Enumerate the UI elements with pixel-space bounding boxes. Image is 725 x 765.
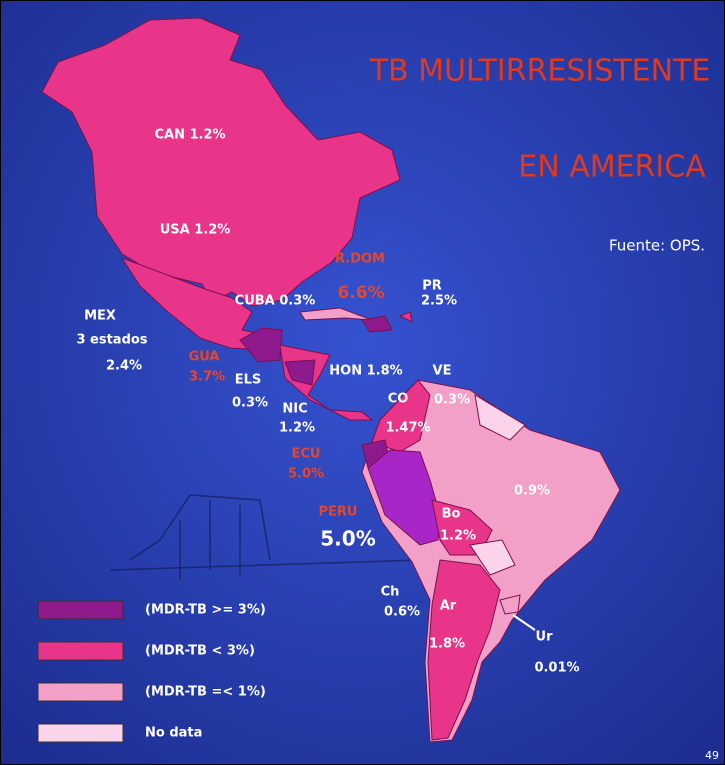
legend-swatch	[37, 641, 124, 661]
country-label: MEX	[84, 309, 116, 324]
country-label: Bo	[442, 507, 461, 522]
country-label: R.DOM	[335, 252, 385, 267]
country-label: USA 1.2%	[160, 223, 231, 238]
uruguay	[499, 594, 521, 615]
country-label: CAN 1.2%	[154, 128, 225, 143]
country-label: HON 1.8%	[329, 364, 402, 379]
legend-label: No data	[145, 726, 202, 741]
country-label: Ar	[440, 599, 457, 614]
legend-label: (MDR-TB < 3%)	[145, 644, 255, 659]
sketch	[109, 494, 421, 580]
country-label: 1.2%	[440, 529, 476, 544]
nicaragua	[284, 359, 316, 386]
page-number: 49	[705, 749, 719, 762]
country-label: ECU	[292, 447, 321, 462]
country-label: ELS	[235, 373, 262, 388]
cuba	[299, 307, 373, 321]
legend-label: (MDR-TB >= 3%)	[145, 603, 266, 618]
legend-swatch	[37, 723, 124, 743]
legend-swatch	[37, 682, 124, 702]
country-label: PERU	[319, 505, 358, 520]
paraguay	[469, 539, 516, 576]
country-label: CO	[388, 392, 409, 407]
pointer	[512, 614, 536, 631]
country-label: PR	[422, 279, 442, 294]
country-label: 6.6%	[337, 283, 384, 303]
country-label: 2.5%	[421, 294, 457, 309]
country-label: Ch	[381, 585, 400, 600]
colombia	[371, 379, 431, 453]
country-label: 5.0%	[288, 467, 324, 482]
country-label: VE	[433, 364, 452, 379]
country-label: 1.2%	[279, 421, 315, 436]
country-label: 0.9%	[514, 484, 550, 499]
country-label: 0.3%	[232, 396, 268, 411]
legend-swatch	[37, 600, 124, 620]
country-label: 1.47%	[385, 421, 430, 436]
guianas	[474, 394, 526, 441]
title: EN AMERICA	[518, 150, 706, 185]
country-label: 0.3%	[434, 393, 470, 408]
country-label: 2.4%	[106, 359, 142, 374]
country-label: 0.01%	[534, 661, 579, 676]
country-label: NIC	[282, 402, 307, 417]
puerto-rico	[398, 311, 413, 323]
country-label: CUBA 0.3%	[235, 294, 316, 309]
map	[41, 17, 621, 743]
country-label: 1.8%	[429, 637, 465, 652]
country-label: 3 estados	[76, 333, 147, 348]
legend-label: (MDR-TB =< 1%)	[145, 685, 266, 700]
north-america	[41, 17, 401, 307]
country-label: 3.7%	[189, 370, 225, 385]
country-label: 5.0%	[320, 527, 375, 551]
title: TB MULTIRRESISTENTE	[369, 54, 711, 89]
country-label: 0.6%	[384, 605, 420, 620]
country-label: GUA	[189, 350, 220, 365]
hispaniola	[361, 315, 393, 333]
source: Fuente: OPS.	[609, 237, 705, 255]
argentina	[427, 559, 501, 741]
country-label: Ur	[536, 630, 554, 645]
